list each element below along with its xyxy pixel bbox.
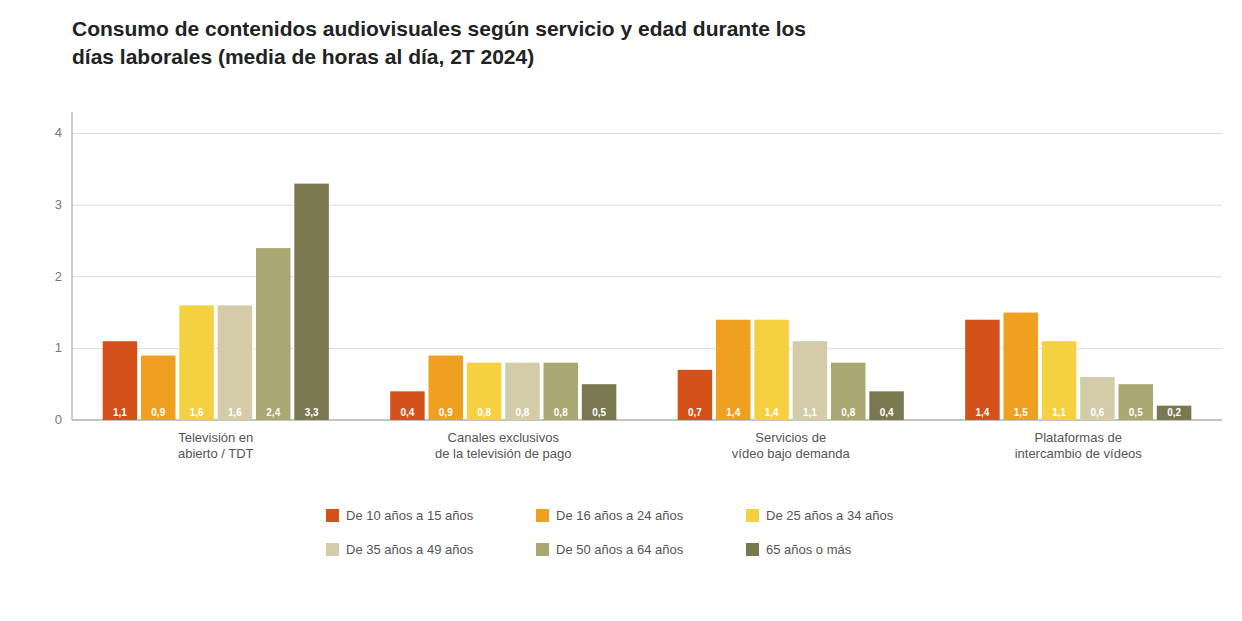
legend-swatch [326, 509, 339, 522]
data-label: 0,8 [841, 407, 855, 418]
bar [754, 320, 789, 420]
legend: De 10 años a 15 años De 16 años a 24 años… [326, 508, 894, 557]
y-tick-label: 1 [55, 340, 62, 355]
data-label: 0,9 [439, 407, 453, 418]
legend-swatch [746, 543, 759, 556]
data-label: 0,4 [880, 407, 894, 418]
bar [831, 363, 866, 420]
bar [1119, 384, 1154, 420]
data-label: 1,1 [113, 407, 127, 418]
legend-label: De 16 años a 24 años [556, 508, 684, 523]
data-labels: 1,1 0,4 0,7 1,4 0,9 0,9 1,4 1,5 1,6 0,8 1,4 1,1 1,6 0… [113, 407, 1182, 418]
legend-label: 65 años o más [766, 542, 852, 557]
bar [1080, 377, 1115, 420]
legend-swatch [536, 543, 549, 556]
data-label: 0,8 [554, 407, 568, 418]
grid [72, 133, 1222, 420]
bar [505, 363, 539, 420]
x-tick-label: Televisión enabierto / TDT [178, 430, 254, 461]
legend-label: De 50 años a 64 años [556, 542, 684, 557]
data-label: 0,4 [400, 407, 414, 418]
legend-label: De 35 años a 49 años [346, 542, 474, 557]
legend-swatch [746, 509, 759, 522]
y-tick-label: 0 [55, 412, 62, 427]
bar [965, 320, 1000, 420]
bar [218, 305, 253, 420]
grid-line [72, 276, 1222, 277]
bar [1042, 341, 1077, 420]
bar [294, 184, 329, 420]
bar [544, 363, 579, 420]
y-tick-label: 3 [55, 197, 62, 212]
data-label: 1,1 [803, 407, 817, 418]
data-label: 0,9 [151, 407, 165, 418]
bar [582, 384, 617, 420]
data-label: 0,5 [1129, 407, 1143, 418]
data-label: 1,6 [228, 407, 242, 418]
bar [179, 305, 214, 420]
data-label: 1,4 [765, 407, 779, 418]
bar [678, 370, 713, 420]
data-label: 0,6 [1090, 407, 1104, 418]
grid-line [72, 205, 1222, 206]
bar [467, 363, 502, 420]
legend-swatch [326, 543, 339, 556]
bar [793, 341, 828, 420]
legend-label: De 25 años a 34 años [766, 508, 894, 523]
grid-line [72, 133, 1222, 134]
data-label: 0,7 [688, 407, 702, 418]
legend-swatch [536, 509, 549, 522]
data-label: 1,4 [726, 407, 740, 418]
y-tick-label: 2 [55, 269, 62, 284]
bar [716, 320, 751, 420]
data-label: 3,3 [305, 407, 319, 418]
bar [141, 356, 176, 420]
bars [103, 184, 1192, 420]
bar [103, 341, 137, 420]
x-tick-label: Plataformas deintercambio de vídeos [1015, 430, 1143, 461]
y-tick-label: 4 [55, 125, 62, 140]
legend-label: De 10 años a 15 años [346, 508, 474, 523]
bar [390, 391, 425, 420]
data-label: 0,2 [1167, 407, 1181, 418]
x-tick-label: Servicios devídeo bajo demanda [732, 430, 851, 461]
bar [869, 391, 904, 420]
x-tick-label: Canales exclusivosde la televisión de pa… [435, 430, 572, 461]
data-label: 1,4 [975, 407, 989, 418]
data-label: 1,5 [1014, 407, 1028, 418]
data-label: 0,8 [515, 407, 529, 418]
data-label: 0,8 [477, 407, 491, 418]
chart: Consumo de contenidos audiovisuales segú… [0, 0, 1242, 621]
title: Consumo de contenidos audiovisuales segú… [72, 17, 806, 68]
data-label: 1,6 [190, 407, 204, 418]
y-axis-line [72, 112, 73, 420]
bar [429, 356, 464, 420]
bar [1157, 406, 1192, 420]
bar [256, 248, 291, 420]
data-label: 0,5 [592, 407, 606, 418]
data-label: 2,4 [266, 407, 280, 418]
data-label: 1,1 [1052, 407, 1066, 418]
bar [1004, 313, 1039, 420]
